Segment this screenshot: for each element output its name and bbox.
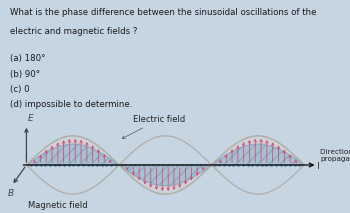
Text: (b) 90°: (b) 90° <box>10 70 41 79</box>
Text: Direction of
propagation: Direction of propagation <box>320 150 350 163</box>
Text: (c) 0: (c) 0 <box>10 85 30 94</box>
Text: B: B <box>8 189 14 198</box>
Text: (d) impossible to determine.: (d) impossible to determine. <box>10 100 133 109</box>
Text: What is the phase difference between the sinusoidal oscillations of the: What is the phase difference between the… <box>10 8 317 17</box>
Text: Magnetic field: Magnetic field <box>28 201 88 210</box>
Polygon shape <box>27 144 119 165</box>
Text: Electric field: Electric field <box>122 115 185 139</box>
Text: E: E <box>28 114 34 123</box>
Text: electric and magnetic fields ?: electric and magnetic fields ? <box>10 27 138 36</box>
Text: (a) 180°: (a) 180° <box>10 54 46 63</box>
Polygon shape <box>212 144 304 165</box>
Polygon shape <box>119 165 211 186</box>
Polygon shape <box>27 136 119 165</box>
Polygon shape <box>212 136 304 165</box>
Polygon shape <box>119 165 211 194</box>
